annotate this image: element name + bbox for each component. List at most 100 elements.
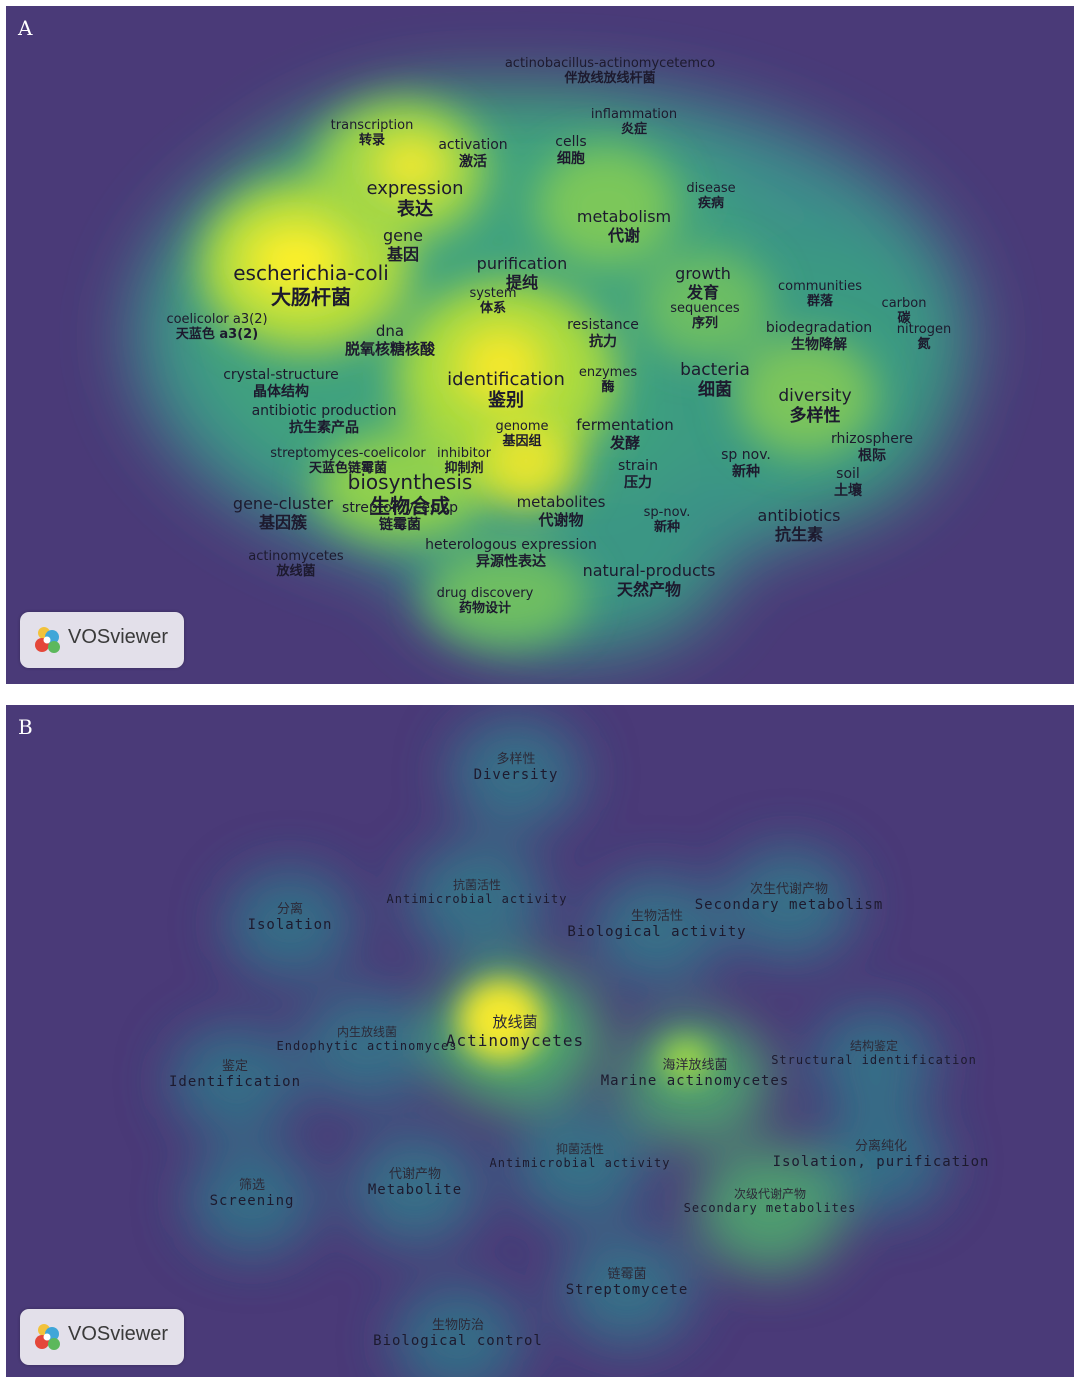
keyword-chinese: 表达 — [397, 199, 433, 221]
vosviewer-badge: VOSviewer — [20, 1309, 184, 1365]
keyword-label: inhibitor 抑制剂 — [437, 446, 491, 477]
keyword-chinese: 内生放线菌 — [336, 1025, 398, 1039]
keyword-english: Diversity — [473, 767, 559, 784]
keyword-chinese: 细胞 — [556, 150, 585, 167]
keyword-label: system 体系 — [470, 286, 517, 317]
keyword-label: 放线菌 Actinomycetes — [446, 1013, 584, 1051]
term-labels-b: 多样性 Diversity 抗菌活性 Antimicrobial activity 分离… — [6, 705, 1074, 1377]
keyword-label: streptomyces sp 链霉菌 — [342, 500, 458, 533]
keyword-english: diversity — [778, 386, 852, 406]
keyword-english: fermentation — [576, 416, 674, 434]
keyword-english: soil — [836, 466, 860, 482]
vosviewer-badge: VOSviewer — [20, 612, 184, 668]
keyword-label: 链霉菌 Streptomycete — [566, 1267, 689, 1299]
keyword-english: sp nov. — [721, 447, 771, 463]
density-blob — [811, 1007, 937, 1115]
vosviewer-logo-icon — [35, 1324, 60, 1350]
keyword-chinese: 基因簇 — [258, 512, 308, 532]
keyword-label: gene-cluster 基因簇 — [233, 494, 333, 533]
keyword-chinese: 分离纯化 — [854, 1139, 907, 1154]
keyword-english: inhibitor — [437, 446, 491, 461]
keyword-english: resistance — [567, 317, 639, 333]
keyword-english: Identification — [168, 1074, 302, 1091]
keyword-english: Marine actinomycetes — [600, 1073, 790, 1090]
keyword-label: antibiotic production 抗生素产品 — [252, 403, 397, 436]
keyword-label: 代谢产物 Metabolite — [368, 1167, 462, 1199]
keyword-chinese: 生物合成 — [369, 493, 450, 518]
keyword-english: communities — [778, 279, 862, 294]
keyword-label: 鉴定 Identification — [169, 1059, 301, 1091]
keyword-label: diversity 多样性 — [778, 386, 851, 426]
keyword-chinese: 生物防治 — [431, 1318, 484, 1333]
keyword-chinese: 生物活性 — [630, 909, 683, 924]
keyword-english: antibiotic production — [251, 403, 397, 419]
keyword-chinese: 发育 — [686, 282, 720, 302]
keyword-chinese: 伴放线放线杆菌 — [564, 71, 656, 87]
keyword-english: Isolation, purification — [772, 1154, 990, 1171]
keyword-english: Metabolite — [367, 1182, 463, 1199]
keyword-label: sp-nov. 新种 — [644, 505, 691, 536]
keyword-label: drug discovery 药物设计 — [437, 586, 534, 617]
keyword-english: Isolation — [247, 917, 333, 934]
keyword-english: actinobacillus-actinomycetemco — [504, 56, 716, 71]
keyword-english: Streptomycete — [565, 1282, 689, 1299]
keyword-chinese: 抑菌活性 — [555, 1142, 605, 1156]
keyword-label: crystal-structure 晶体结构 — [223, 367, 339, 400]
keyword-label: strain 压力 — [618, 458, 658, 491]
keyword-english: Biological control — [373, 1333, 543, 1350]
keyword-label: sequences 序列 — [670, 301, 739, 332]
keyword-chinese: 天然产物 — [616, 579, 681, 599]
keyword-chinese: 抗菌活性 — [452, 878, 502, 892]
keyword-english: inflammation — [590, 107, 678, 122]
keyword-label: antibiotics 抗生素 — [757, 506, 841, 545]
keyword-label: inflammation 炎症 — [591, 107, 677, 138]
keyword-label: fermentation 发酵 — [576, 416, 674, 452]
keyword-label: 抗菌活性 Antimicrobial activity — [387, 878, 568, 906]
keyword-chinese: 疾病 — [697, 196, 724, 212]
keyword-chinese: 转录 — [358, 133, 385, 149]
density-background-a — [6, 6, 1074, 684]
density-blob — [408, 841, 546, 959]
keyword-chinese: 抗生素 — [774, 524, 823, 544]
vosviewer-logo-icon — [35, 627, 60, 653]
keyword-chinese: 代谢物 — [538, 510, 584, 529]
density-blob — [695, 1145, 845, 1273]
keyword-label: actinobacillus-actinomycetemco 伴放线放线杆菌 — [505, 56, 715, 87]
keyword-english: growth — [675, 264, 731, 283]
keyword-english: antibiotics — [757, 506, 841, 525]
density-blob — [816, 1105, 946, 1217]
keyword-chinese: 抑制剂 — [444, 461, 484, 477]
keyword-english: biosynthesis — [347, 470, 473, 494]
keyword-label: biosynthesis 生物合成 — [347, 470, 473, 518]
keyword-english: actinomycetes — [248, 549, 344, 564]
keyword-chinese: 发酵 — [609, 433, 641, 452]
density-blob — [511, 1105, 649, 1223]
keyword-label: activation 激活 — [438, 137, 507, 170]
keyword-chinese: 脱氧核糖核酸 — [344, 339, 436, 358]
keyword-english: Antimicrobial activity — [386, 892, 568, 907]
keyword-label: 内生放线菌 Endophytic actinomyces — [277, 1025, 458, 1053]
keyword-english: dna — [375, 322, 405, 340]
keyword-chinese: 海洋放线菌 — [662, 1058, 728, 1073]
keyword-chinese: 链霉菌 — [378, 516, 421, 533]
keyword-label: communities 群落 — [778, 279, 862, 310]
keyword-label: bacteria 细菌 — [680, 360, 750, 400]
keyword-chinese: 新种 — [732, 463, 760, 480]
keyword-label: resistance 抗力 — [567, 317, 639, 350]
keyword-chinese: 结构鉴定 — [849, 1039, 898, 1053]
term-labels-a: actinobacillus-actinomycetemco 伴放线放线杆菌 inf… — [6, 6, 1074, 684]
keyword-label: gene 基因 — [383, 226, 423, 265]
keyword-label: actinomycetes 放线菌 — [248, 549, 343, 580]
density-blob — [225, 868, 355, 980]
keyword-english: Screening — [209, 1193, 295, 1210]
density-blob — [722, 847, 856, 961]
keyword-chinese: 筛选 — [238, 1178, 266, 1193]
keyword-english: Structural identification — [771, 1053, 977, 1068]
keyword-chinese: 天蓝色链霉菌 — [308, 461, 387, 477]
density-background-b — [6, 705, 1074, 1377]
keyword-chinese: 晶体结构 — [252, 383, 309, 400]
keyword-label: soil 土壤 — [834, 466, 862, 499]
keyword-english: activation — [438, 137, 508, 153]
keyword-chinese: 激活 — [459, 153, 487, 170]
keyword-english: Secondary metabolites — [683, 1201, 857, 1216]
